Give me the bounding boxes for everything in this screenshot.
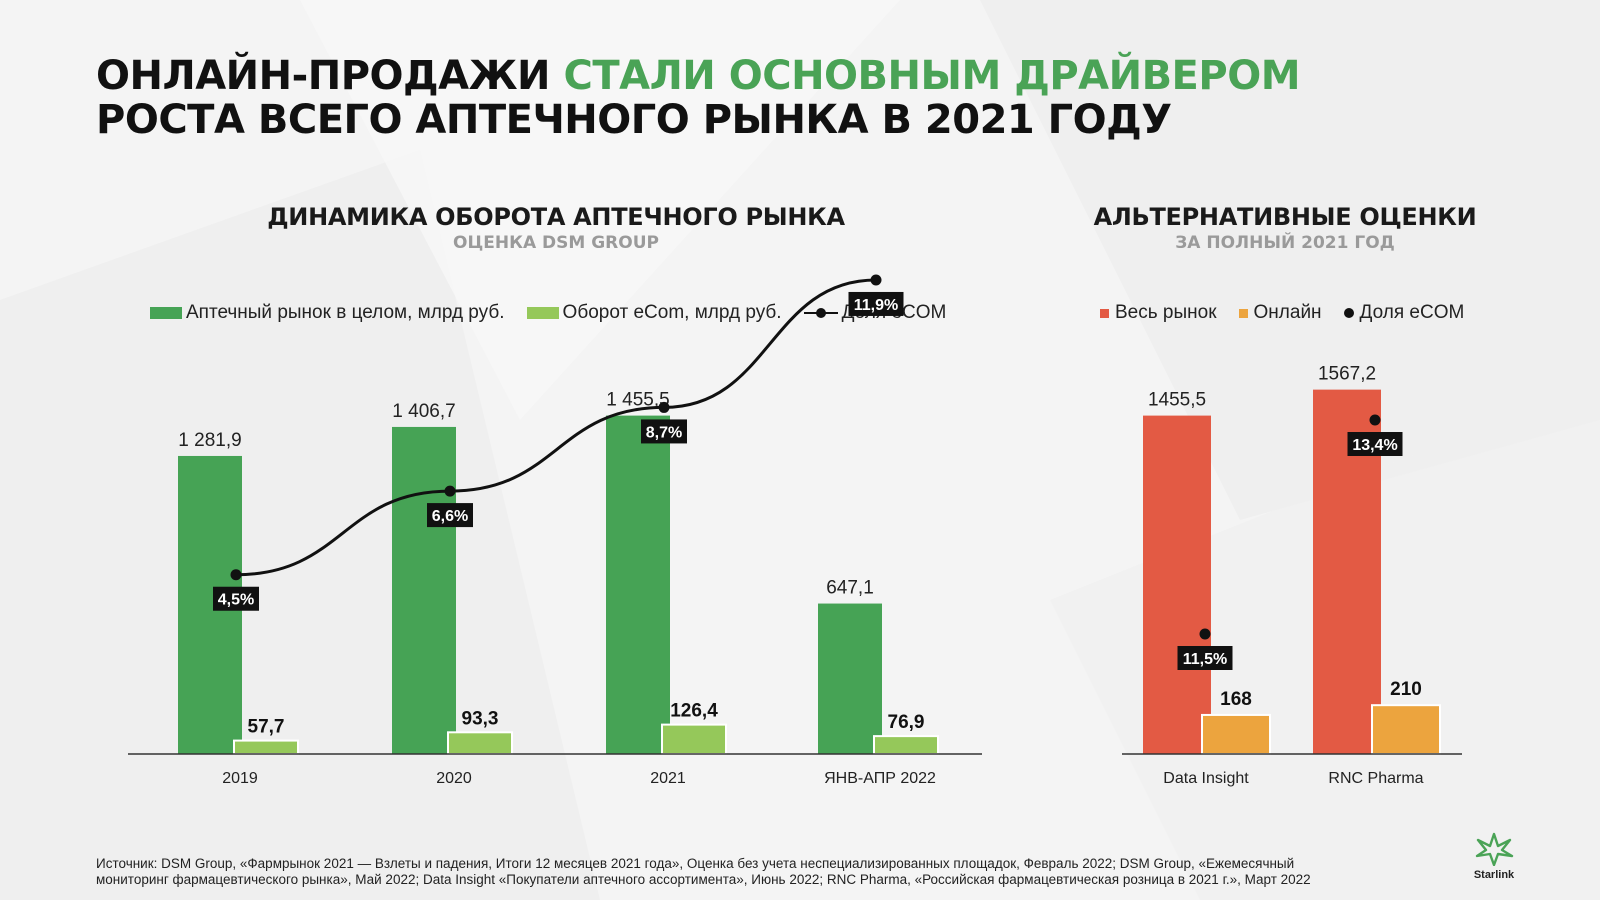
share-label-0: 4,5% <box>218 592 254 609</box>
chart2-title: АЛЬТЕРНАТИВНЫЕ ОЦЕНКИ <box>1093 203 1477 231</box>
title-line-2: РОСТА ВСЕГО АПТЕЧНОГО РЫНКА В 2021 ГОДУ <box>96 97 1172 143</box>
share2-point-1 <box>1369 414 1381 426</box>
legend-swatch-total-market <box>1100 308 1109 318</box>
label-total-market-1: 1567,2 <box>1318 364 1376 385</box>
chart1-subtitle: ОЦЕНКА DSM GROUP <box>453 233 659 253</box>
chart1-legend: Аптечный рынок в целом, млрд руб. Оборот… <box>150 302 946 324</box>
share2-label-0: 11,5% <box>1183 651 1227 668</box>
legend-label-share2: Доля eCOM <box>1359 302 1465 323</box>
label-ecom-2: 126,4 <box>670 701 718 722</box>
logo-text: Starlink <box>1473 869 1515 881</box>
starlink-leaf-icon <box>1475 832 1514 867</box>
legend-item-total-market: Весь рынок <box>1100 302 1217 324</box>
share-point-0 <box>230 569 242 581</box>
legend-label-total-market: Весь рынок <box>1115 302 1217 323</box>
share-label-2-bg <box>641 419 687 444</box>
label-ecom-1: 93,3 <box>462 708 499 729</box>
bar-total-market-0 <box>1143 415 1211 754</box>
bar-market-1 <box>392 426 456 754</box>
label-market-0: 1 281,9 <box>178 430 241 451</box>
share-point-3 <box>870 274 882 286</box>
legend-swatch-market <box>150 307 182 319</box>
share-point-2 <box>658 401 670 413</box>
share-point-1 <box>444 485 456 497</box>
label-ecom-0: 57,7 <box>248 717 285 738</box>
legend-label-ecom: Оборот eCom, млрд руб. <box>562 302 782 323</box>
label-online-1: 210 <box>1390 679 1422 700</box>
bar-ecom-2 <box>661 723 727 755</box>
share-label-2: 8,7% <box>646 424 682 441</box>
bar-online-1 <box>1371 704 1441 755</box>
x-tick-label-2: 2021 <box>650 770 686 787</box>
legend-swatch-online <box>1238 308 1248 318</box>
label-market-3: 647,1 <box>826 578 874 599</box>
label-ecom-3: 76,9 <box>888 712 925 733</box>
share-label-0-bg <box>213 586 259 611</box>
source-note: Источник: DSM Group, «Фармрынок 2021 — В… <box>96 856 1426 888</box>
share-label-3-bg <box>848 291 904 316</box>
x-tick-label-2-1: RNC Pharma <box>1328 770 1423 787</box>
legend-swatch-share-line <box>803 307 838 319</box>
share2-label-1: 13,4% <box>1352 437 1397 454</box>
chart2-legend: Весь рынок Онлайн Доля eCOM <box>1100 302 1464 324</box>
share-line <box>235 278 877 577</box>
label-total-market-0: 1455,5 <box>1148 390 1206 411</box>
legend-item-online: Онлайн <box>1238 302 1322 324</box>
chart1-title: ДИНАМИКА ОБОРОТА АПТЕЧНОГО РЫНКА <box>267 203 845 231</box>
legend-item-share2: Доля eCOM <box>1343 302 1465 324</box>
share-label-1: 6,6% <box>432 508 468 525</box>
title-accent-part: СТАЛИ ОСНОВНЫМ ДРАЙВЕРОМ <box>563 53 1300 99</box>
label-market-2: 1 455,5 <box>606 390 669 411</box>
share2-label-1-bg <box>1347 432 1403 456</box>
bar-online-0 <box>1201 713 1271 756</box>
legend-item-ecom: Оборот eCom, млрд руб. <box>526 302 782 324</box>
label-online-0: 168 <box>1220 689 1252 710</box>
label-market-1: 1 406,7 <box>392 401 455 422</box>
legend-label-online: Онлайн <box>1253 302 1322 323</box>
chart2-subtitle: ЗА ПОЛНЫЙ 2021 ГОД <box>1175 233 1395 253</box>
starlink-logo: Starlink <box>1466 832 1522 881</box>
legend-label-market: Аптечный рынок в целом, млрд руб. <box>186 302 505 323</box>
share-label-1-bg <box>427 503 473 528</box>
title-dark-part: ОНЛАЙН-ПРОДАЖИ <box>96 53 551 99</box>
legend-swatch-share-dot <box>1343 308 1354 318</box>
source-line-2: мониторинг фармацевтического рынка», Май… <box>96 872 1311 887</box>
bar-market-2 <box>606 415 670 754</box>
source-line-1: Источник: DSM Group, «Фармрынок 2021 — В… <box>96 856 1295 871</box>
x-tick-label-3: ЯНВ-АПР 2022 <box>824 770 936 787</box>
bar-market-3 <box>818 603 882 754</box>
x-tick-label-0: 2019 <box>222 770 258 787</box>
share2-point-0 <box>1199 628 1211 640</box>
legend-item-market: Аптечный рынок в целом, млрд руб. <box>150 302 505 324</box>
x-tick-label-2-0: Data Insight <box>1163 770 1249 787</box>
share-label-3: 11,9% <box>854 297 898 314</box>
page-title: ОНЛАЙН-ПРОДАЖИ СТАЛИ ОСНОВНЫМ ДРАЙВЕРОМ … <box>96 54 1300 142</box>
share2-label-0-bg <box>1177 646 1233 670</box>
x-tick-label-1: 2020 <box>436 770 472 787</box>
legend-swatch-ecom <box>526 307 559 319</box>
